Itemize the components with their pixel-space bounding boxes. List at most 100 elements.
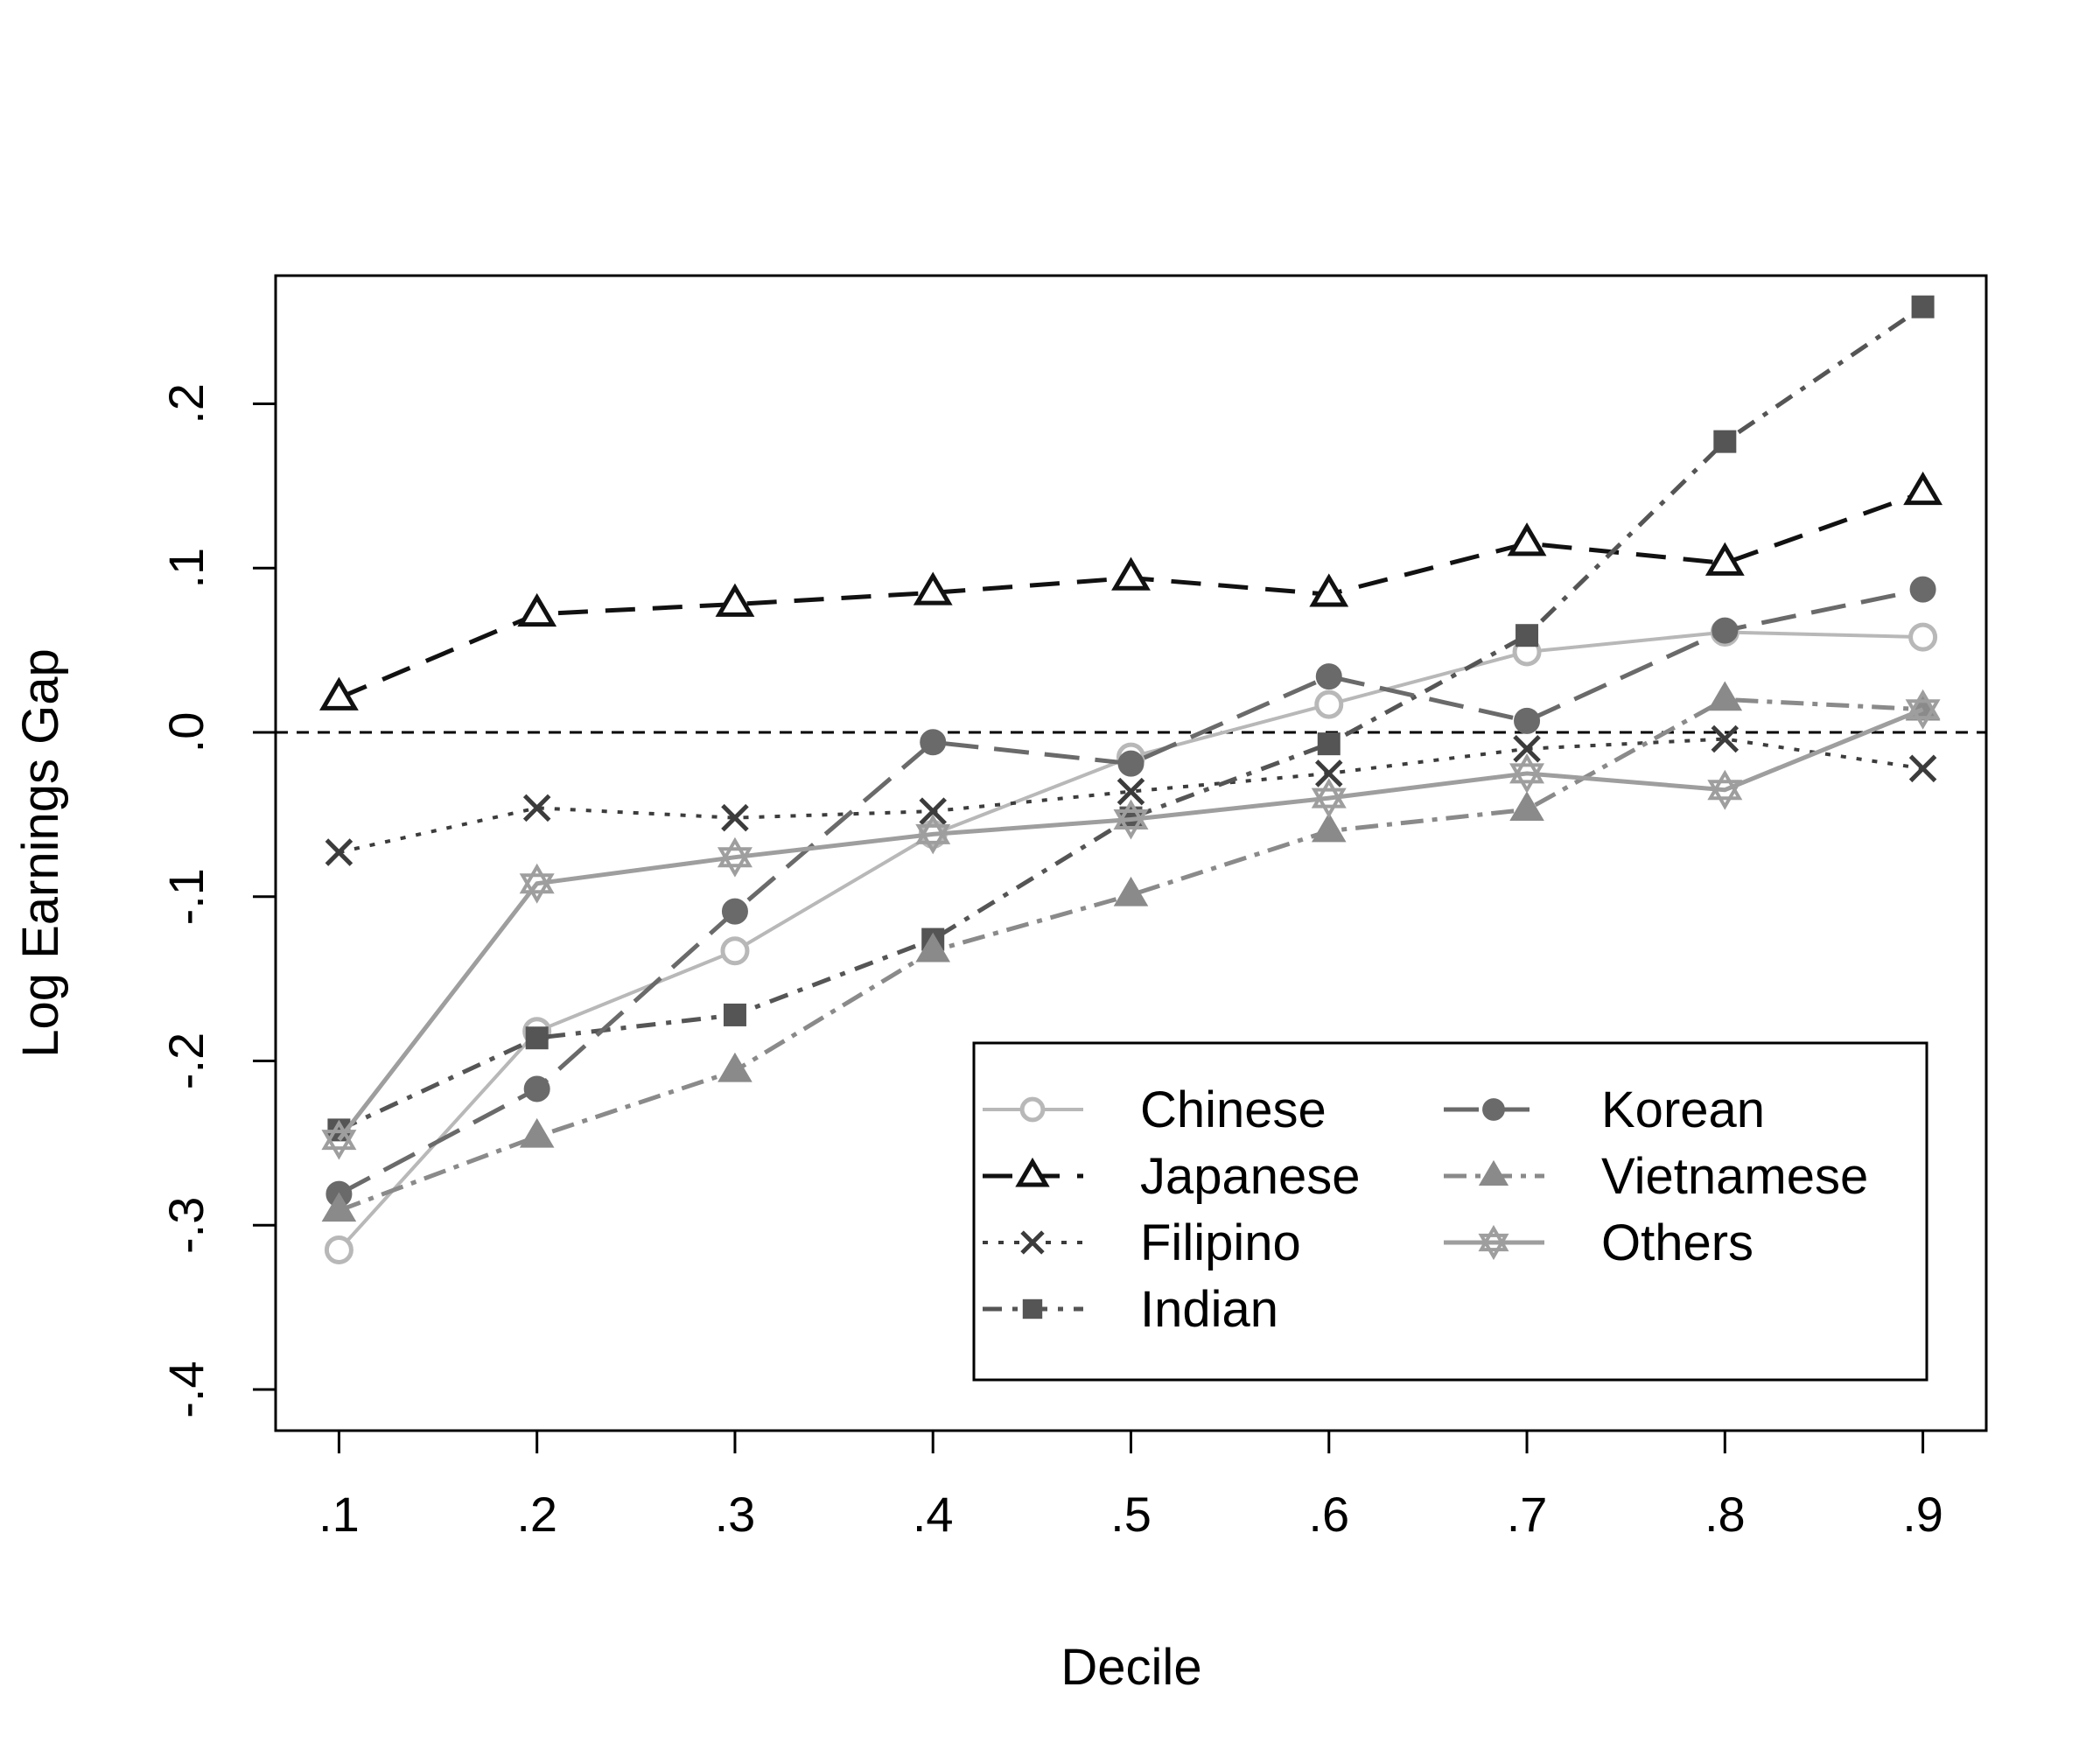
legend-label-filipino: Filipino [1140,1214,1301,1271]
data-point-indian [723,1003,746,1026]
data-point-chinese [1314,690,1344,719]
y-tick-label: .1 [158,548,214,589]
series-vietnamese [321,681,1941,1222]
series-line-filipino [338,737,1923,855]
data-point-japanese [517,592,557,627]
data-point-korean [920,729,947,756]
data-point-others [519,863,555,904]
legend-marker-chinese [1019,1096,1046,1123]
x-tick-label: .3 [715,1487,756,1542]
data-point-japanese [1507,522,1547,556]
series-line-others [337,707,1924,1142]
legend-entry-indian: Indian [983,1281,1278,1338]
y-tick-label: .2 [158,383,214,424]
y-tick-label: -.1 [158,868,214,925]
x-tick-label: .2 [516,1487,557,1542]
legend-marker-korean [1482,1098,1505,1121]
data-point-filipino [325,838,354,866]
series-line-korean [338,587,1924,1196]
legend: Chinese Japanese Filipino Indian Korean Vietn… [972,1041,1928,1382]
legend-label-others: Others [1601,1214,1754,1271]
data-point-korean [523,1075,550,1102]
data-point-others [321,1119,357,1160]
data-point-vietnamese [519,1117,555,1148]
data-point-filipino [1513,735,1541,763]
data-point-korean [721,898,748,925]
legend-entry-vietnamese: Vietnamese [1444,1148,1868,1205]
data-point-chinese [1908,622,1938,652]
y-tick-label: -.3 [158,1197,214,1254]
data-point-vietnamese [1509,791,1544,822]
data-point-japanese [1903,471,1943,506]
data-point-filipino [1116,777,1145,806]
y-axis: -.4 -.3 -.2 -.1 .0 .1 .2 [158,383,276,1418]
data-point-filipino [919,797,947,825]
data-point-chinese [324,1235,354,1264]
y-tick-label: -.2 [158,1032,214,1089]
data-point-others [1905,689,1941,730]
data-point-others [1707,769,1743,810]
x-tick-label: .6 [1308,1487,1349,1542]
legend-label-korean: Korean [1601,1082,1765,1138]
data-point-filipino [1711,724,1740,753]
data-point-japanese [1704,542,1745,576]
data-point-others [1113,799,1149,840]
data-point-others [1311,778,1347,819]
x-axis-label: Decile [1060,1639,1201,1696]
legend-marker-indian [1022,1298,1043,1320]
data-point-vietnamese [1707,681,1743,711]
legend-label-indian: Indian [1140,1281,1278,1338]
series-others [321,689,1941,1160]
legend-box [972,1041,1928,1382]
data-point-chinese [720,936,750,966]
series-line-vietnamese [338,696,1923,1213]
data-point-indian [1516,624,1539,648]
data-point-indian [1713,430,1737,453]
y-axis-label: Log Earnings Gap [12,648,69,1058]
series-indian [327,295,1935,1142]
data-point-others [915,814,951,855]
data-point-vietnamese [718,1052,752,1082]
data-point-korean [1712,617,1739,644]
legend-entry-korean: Korean [1444,1082,1765,1138]
series-korean [326,576,1936,1208]
data-point-vietnamese [915,932,951,962]
legend-marker-vietnamese [1478,1159,1509,1186]
data-point-others [1509,752,1545,794]
legend-entry-filipino: Filipino [983,1214,1301,1271]
legend-label-vietnamese: Vietnamese [1601,1148,1868,1205]
data-point-others [717,836,752,878]
x-tick-label: .7 [1507,1487,1548,1542]
x-tick-label: .8 [1704,1487,1746,1542]
series-line-indian [338,304,1924,1132]
legend-marker-others [1478,1224,1509,1261]
data-point-vietnamese [321,1192,357,1222]
legend-label-chinese: Chinese [1140,1082,1326,1138]
data-point-indian [1911,295,1935,318]
data-point-filipino [522,794,551,822]
data-point-filipino [721,803,749,832]
x-axis: .1 .2 .3 .4 .5 .6 .7 .8 .9 [318,1431,1943,1542]
legend-marker-filipino [1020,1230,1045,1255]
data-point-vietnamese [1311,812,1347,843]
data-point-japanese [715,583,755,617]
data-point-korean [1315,663,1342,690]
legend-label-japanese: Japanese [1140,1148,1361,1205]
series-filipino [325,724,1937,866]
legend-entry-others: Others [1444,1214,1754,1271]
legend-entry-japanese: Japanese [983,1148,1361,1205]
legend-marker-japanese [1015,1157,1050,1187]
x-tick-label: .4 [913,1487,954,1542]
x-tick-label: .1 [318,1487,360,1542]
data-point-filipino [1908,754,1937,783]
data-point-filipino [1315,760,1343,788]
series-japanese [318,471,1943,710]
data-point-japanese [318,676,359,710]
data-point-japanese [913,571,953,606]
y-tick-label: .0 [158,712,214,753]
data-point-indian [1317,732,1340,756]
data-point-japanese [1111,556,1151,591]
data-point-korean [1117,750,1144,777]
legend-entry-chinese: Chinese [983,1082,1326,1138]
